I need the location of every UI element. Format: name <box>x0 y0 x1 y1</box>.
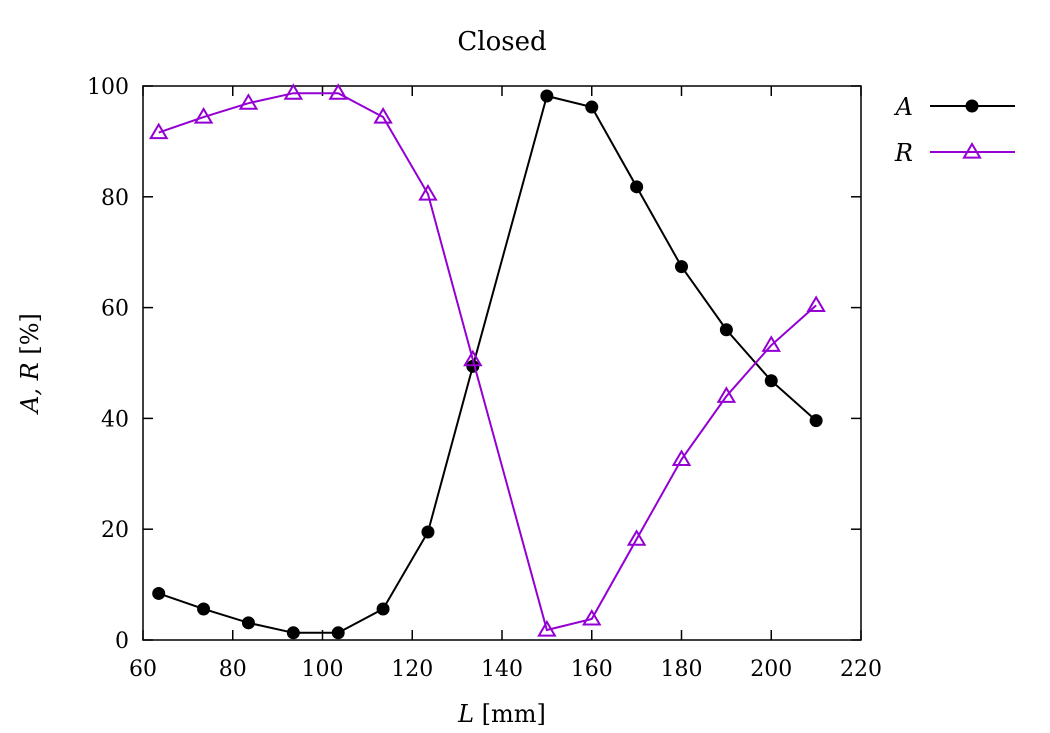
series-a-point <box>630 180 644 194</box>
series-a-point <box>764 374 778 388</box>
y-tick-label: 40 <box>101 407 129 432</box>
y-tick-label: 100 <box>87 75 129 100</box>
series-a-point <box>331 626 345 640</box>
series-r-point <box>373 107 393 124</box>
series-a-point <box>241 616 255 630</box>
plot-frame <box>142 85 862 641</box>
series-a-point <box>421 525 435 539</box>
series-r-point <box>537 620 557 637</box>
y-tick-label: 20 <box>101 518 129 543</box>
series-a <box>152 89 823 640</box>
series-r-point <box>806 295 826 312</box>
y-tick-label: 60 <box>101 297 129 322</box>
series-a-point <box>675 260 688 274</box>
x-tick-label: 120 <box>391 657 433 682</box>
axis-ticks: 60 80 100 120 140 160 180 200 220 0 20 40 60 80 100 <box>87 75 882 682</box>
series-a-point <box>809 414 823 428</box>
series-r-point <box>283 83 304 100</box>
series-r-point <box>671 449 692 466</box>
y-tick-label: 0 <box>115 629 129 654</box>
series-r-point <box>463 349 483 367</box>
series-r-point <box>582 608 602 626</box>
legend-label-a: A <box>894 93 913 121</box>
series-r-point <box>238 93 259 110</box>
series-r-point <box>418 184 438 201</box>
series-r-point <box>716 386 737 403</box>
x-tick-label: 180 <box>661 657 703 682</box>
legend-label-r: R <box>894 139 913 167</box>
legend: AR <box>894 93 1015 167</box>
x-tick-label: 80 <box>219 657 247 682</box>
legend-marker-r <box>962 142 982 159</box>
series-r-point <box>626 529 647 546</box>
data-series <box>148 83 826 640</box>
series-r-line <box>158 92 817 632</box>
y-axis-label: A, R [%] <box>16 313 44 415</box>
y-tick-label: 80 <box>101 186 129 211</box>
series-a-point <box>376 602 390 616</box>
x-tick-label: 220 <box>840 657 882 682</box>
plot-area <box>142 85 862 641</box>
x-tick-label: 60 <box>129 657 157 682</box>
series-a-point <box>585 100 599 114</box>
series-a-point <box>286 626 300 640</box>
x-tick-label: 200 <box>750 657 792 682</box>
legend-marker-a <box>965 99 979 113</box>
chart-title: Closed <box>457 27 546 57</box>
series-r-point <box>148 122 169 140</box>
series-r-point <box>761 335 781 352</box>
series-a-point <box>719 323 733 337</box>
series-a-line <box>158 94 817 634</box>
series-r-point <box>193 107 214 124</box>
x-axis-label: L [mm] <box>457 700 546 728</box>
series-a-point <box>152 586 166 600</box>
x-tick-label: 100 <box>302 657 344 682</box>
series-a-point <box>197 602 211 616</box>
x-tick-label: 160 <box>571 657 613 682</box>
series-a-point <box>540 89 554 103</box>
series-r <box>148 83 826 637</box>
x-tick-label: 140 <box>481 657 523 682</box>
series-r-point <box>328 83 348 100</box>
